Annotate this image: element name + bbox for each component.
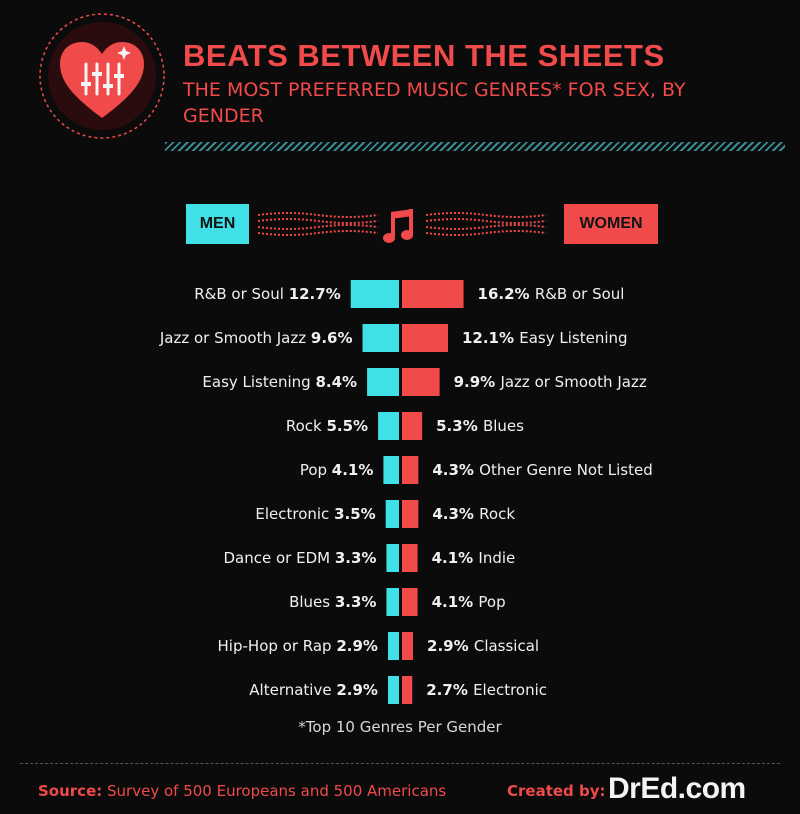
category-women: Indie <box>478 549 516 567</box>
label-women: 4.1% Indie <box>432 549 516 567</box>
value-men: 2.9% <box>336 681 378 699</box>
sound-wave-right <box>426 212 546 236</box>
value-women: 9.9% <box>453 373 501 391</box>
label-men: Hip-Hop or Rap 2.9% <box>218 637 378 655</box>
heart-equalizer-logo <box>39 13 165 139</box>
created-by-label: Created by: <box>507 782 606 800</box>
label-women: 5.3% Blues <box>436 417 524 435</box>
value-men: 12.7% <box>288 285 341 303</box>
label-women: 12.1% Easy Listening <box>462 329 628 347</box>
bar-men <box>386 544 399 572</box>
label-women: 9.9% Jazz or Smooth Jazz <box>454 373 647 391</box>
label-men: Easy Listening 8.4% <box>202 373 357 391</box>
value-women: 4.1% <box>431 593 479 611</box>
bar-men <box>367 368 399 396</box>
value-men: 3.3% <box>334 593 377 611</box>
category-men: Easy Listening <box>202 373 316 391</box>
bar-men <box>387 676 399 704</box>
label-men: Pop 4.1% <box>300 461 374 479</box>
label-men: Blues 3.3% <box>289 593 376 611</box>
value-men: 2.9% <box>336 637 378 655</box>
category-women: Classical <box>473 637 540 655</box>
bar-men <box>362 324 399 352</box>
label-women: 2.7% Electronic <box>426 681 547 699</box>
bar-women <box>402 588 418 616</box>
bar-men <box>385 500 399 528</box>
brand-logo[interactable]: DrEd.com <box>608 772 746 805</box>
label-men: Dance or EDM 3.3% <box>224 549 377 567</box>
label-men: R&B or Soul 12.7% <box>194 285 340 303</box>
bar-women <box>402 676 413 704</box>
label-men: Electronic 3.5% <box>255 505 375 523</box>
bar-men <box>378 412 399 440</box>
footnote: *Top 10 Genres Per Gender <box>298 718 502 736</box>
category-men: Blues <box>289 593 335 611</box>
bar-men <box>383 456 399 484</box>
source-label: Source: <box>38 782 103 800</box>
label-women: 4.1% Pop <box>432 593 506 611</box>
page-subtitle: THE MOST PREFERRED MUSIC GENRES* FOR SEX… <box>183 79 686 127</box>
bar-men <box>387 632 399 660</box>
bar-women <box>402 412 423 440</box>
value-men: 3.3% <box>334 549 377 567</box>
category-men: R&B or Soul <box>194 285 289 303</box>
label-women: 2.9% Classical <box>427 637 539 655</box>
category-men: Hip-Hop or Rap <box>217 637 337 655</box>
category-women: Other Genre Not Listed <box>479 461 653 479</box>
source-text: Survey of 500 Europeans and 500 American… <box>107 782 447 800</box>
bar-men <box>386 588 399 616</box>
category-men: Alternative <box>249 681 337 699</box>
genre-chart: R&B or Soul 12.7% 16.2% R&B or Soul Jazz o… <box>0 270 800 710</box>
value-women: 12.1% <box>461 329 520 347</box>
label-women: 4.3% Other Genre Not Listed <box>432 461 652 479</box>
bar-women <box>402 544 418 572</box>
category-women: Blues <box>482 417 524 435</box>
value-men: 8.4% <box>315 373 358 391</box>
sound-wave-left <box>258 212 378 236</box>
label-women: 4.3% Rock <box>432 505 515 523</box>
value-women: 5.3% <box>436 417 483 435</box>
value-women: 2.9% <box>427 637 474 655</box>
category-men: Jazz or Smooth Jazz <box>159 329 311 347</box>
category-women: Electronic <box>473 681 548 699</box>
hatch-divider <box>165 142 785 151</box>
label-men: Alternative 2.9% <box>249 681 378 699</box>
source: Source: Survey of 500 Europeans and 500 … <box>38 782 446 800</box>
value-men: 3.5% <box>334 505 376 523</box>
bar-women <box>402 280 464 308</box>
bar-women <box>402 456 419 484</box>
category-women: Pop <box>478 593 506 611</box>
bar-women <box>402 632 414 660</box>
category-men: Rock <box>285 417 327 435</box>
value-women: 4.3% <box>432 505 480 523</box>
footer-divider <box>20 763 780 764</box>
value-women: 4.1% <box>431 549 479 567</box>
bar-chart-svg <box>350 280 464 704</box>
label-women: 16.2% R&B or Soul <box>478 285 625 303</box>
value-women: 16.2% <box>477 285 535 303</box>
legend-men: MEN <box>186 204 249 244</box>
bar-women <box>402 500 419 528</box>
label-men: Jazz or Smooth Jazz 9.6% <box>160 329 353 347</box>
page-title: BEATS BETWEEN THE SHEETS <box>183 38 665 73</box>
category-women: R&B or Soul <box>534 285 625 303</box>
label-men: Rock 5.5% <box>286 417 368 435</box>
value-women: 2.7% <box>426 681 474 699</box>
music-note-icon <box>383 209 413 243</box>
bar-men <box>350 280 399 308</box>
legend-women: WOMEN <box>564 204 658 244</box>
category-women: Jazz or Smooth Jazz <box>500 373 647 391</box>
value-men: 5.5% <box>326 417 369 435</box>
value-men: 9.6% <box>310 329 353 347</box>
bar-women <box>402 324 448 352</box>
category-women: Easy Listening <box>519 329 628 347</box>
value-men: 4.1% <box>331 461 374 479</box>
category-men: Pop <box>299 461 332 479</box>
bar-women <box>402 368 440 396</box>
category-men: Electronic <box>255 505 335 523</box>
category-men: Dance or EDM <box>223 549 335 567</box>
value-women: 4.3% <box>432 461 480 479</box>
category-women: Rock <box>479 505 516 523</box>
